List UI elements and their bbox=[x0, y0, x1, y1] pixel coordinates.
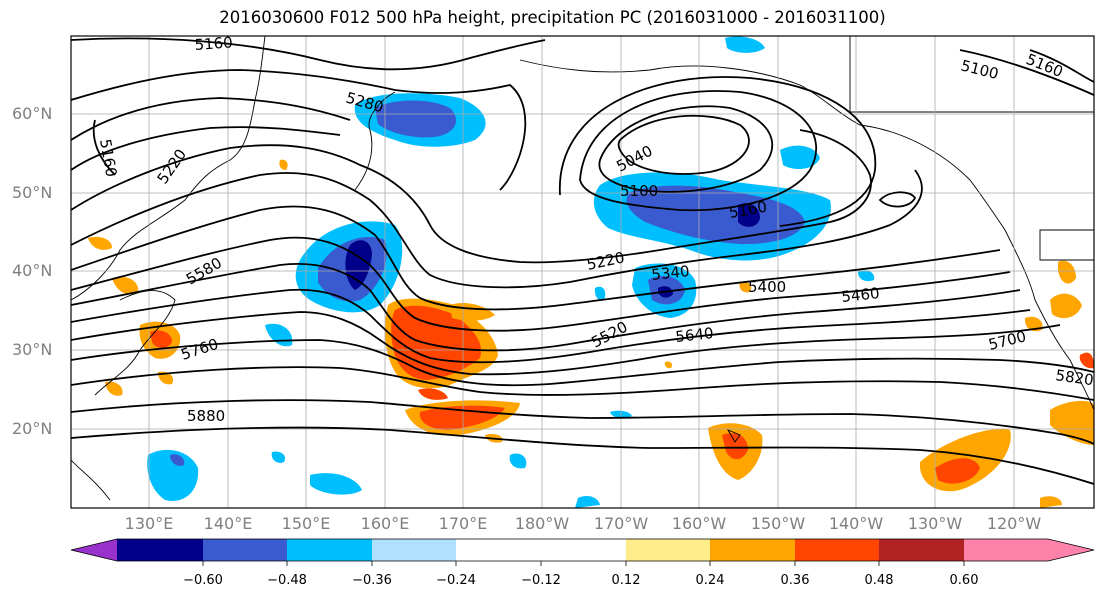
precip-pos-area bbox=[1079, 352, 1094, 369]
map-frame bbox=[70, 35, 1095, 509]
contour-label: 5100 bbox=[620, 182, 658, 200]
contour-label: 5340 bbox=[651, 262, 691, 284]
contour-label: 5220 bbox=[154, 146, 191, 188]
lat-label-20n: 20°N bbox=[12, 419, 53, 438]
lat-lon-grid bbox=[71, 36, 1094, 508]
lon-label-150w: 150°W bbox=[750, 514, 806, 533]
colorbar-segment bbox=[287, 539, 372, 561]
precip-pos-area bbox=[450, 303, 495, 321]
colorbar-segment bbox=[879, 539, 964, 561]
lon-label-160e: 160°E bbox=[360, 514, 410, 533]
coastlines bbox=[71, 36, 1094, 501]
precip-neg-area bbox=[170, 454, 185, 466]
lon-label-120w: 120°W bbox=[986, 514, 1042, 533]
colorbar-segment bbox=[372, 539, 456, 561]
precip-pos-area bbox=[105, 381, 123, 396]
precip-pos-area bbox=[279, 159, 288, 170]
lon-label-170e: 170°E bbox=[438, 514, 488, 533]
precip-neg-area bbox=[780, 145, 820, 170]
colorbar-tick-label: −0.12 bbox=[521, 573, 561, 588]
colorbar-segment bbox=[456, 539, 541, 561]
colorbar-tick-label: 0.24 bbox=[695, 573, 725, 588]
precip-pos-area bbox=[1050, 400, 1094, 445]
precip-neg-area bbox=[310, 473, 362, 495]
precip-pos-area bbox=[664, 361, 673, 369]
colorbar-tick-label: −0.24 bbox=[436, 573, 476, 588]
precip-pos-area bbox=[1050, 293, 1082, 319]
precip-pos-area bbox=[150, 330, 172, 348]
precip-neg-area bbox=[858, 270, 875, 282]
colorbar-segment bbox=[117, 539, 203, 561]
precip-neg-area bbox=[725, 36, 765, 53]
lat-label-50n: 50°N bbox=[12, 183, 53, 202]
colorbar-tick-label: 0.12 bbox=[611, 573, 641, 588]
height-contours bbox=[71, 37, 1094, 485]
contour-label: 5160 bbox=[96, 138, 120, 179]
colorbar-segment bbox=[710, 539, 795, 561]
precip-neg-area bbox=[375, 100, 457, 138]
colorbar-tick-label: −0.36 bbox=[352, 573, 392, 588]
colorbar-segment bbox=[541, 539, 626, 561]
precip-pos-area bbox=[112, 276, 139, 295]
precip-neg-area bbox=[271, 451, 286, 463]
precip-neg-area bbox=[147, 449, 199, 501]
lon-label-160w: 160°W bbox=[671, 514, 727, 533]
chart-title: 2016030600 F012 500 hPa height, precipit… bbox=[219, 8, 886, 27]
lon-label-140e: 140°E bbox=[203, 514, 253, 533]
contour-label: 5220 bbox=[585, 248, 626, 274]
contour-label: 5400 bbox=[748, 278, 786, 296]
colorbar-tick-label: 0.48 bbox=[864, 573, 894, 588]
precip-pos-area bbox=[1058, 260, 1076, 284]
lon-label-140w: 140°W bbox=[828, 514, 884, 533]
colorbar-tick-label: 0.60 bbox=[949, 573, 979, 588]
contour-label: 5460 bbox=[841, 284, 881, 306]
precip-neg-area bbox=[265, 323, 293, 347]
precip-neg-area bbox=[575, 496, 600, 508]
colorbar-tick-label: 0.36 bbox=[780, 573, 810, 588]
colorbar-outline bbox=[70, 538, 1095, 562]
colorbar-segment bbox=[626, 539, 710, 561]
lon-label-130w: 130°W bbox=[907, 514, 963, 533]
contour-label: 5760 bbox=[179, 335, 221, 364]
colorbar-segment bbox=[203, 539, 287, 561]
precip-pos-area bbox=[1040, 496, 1062, 508]
colorbar-extend-min bbox=[71, 539, 117, 561]
colorbar-segment bbox=[795, 539, 879, 561]
lon-label-170w: 170°W bbox=[593, 514, 649, 533]
contour-label: 5160 bbox=[194, 33, 233, 54]
precip-pos-area bbox=[739, 281, 752, 293]
precip-neg-area bbox=[509, 453, 527, 469]
contour-label-group: 5160 5160 5100 5160 5220 5280 5040 5100 … bbox=[96, 33, 1094, 425]
contour-label: 5880 bbox=[187, 407, 225, 425]
lon-label-150e: 150°E bbox=[281, 514, 331, 533]
precip-neg-area bbox=[738, 203, 760, 227]
precip-pos-area bbox=[418, 388, 448, 400]
lat-label-60n: 60°N bbox=[12, 104, 53, 123]
precip-pos-area bbox=[935, 458, 980, 484]
contour-label: 5820 bbox=[1054, 366, 1094, 389]
precip-pos-area bbox=[722, 433, 748, 460]
lat-label-30n: 30°N bbox=[12, 340, 53, 359]
precip-pos-area bbox=[88, 236, 112, 250]
colorbar-tick-label: −0.60 bbox=[183, 573, 223, 588]
colorbar bbox=[70, 538, 1095, 566]
colorbar-extend-max bbox=[964, 539, 1094, 561]
lat-label-40n: 40°N bbox=[12, 261, 53, 280]
contour-label: 5100 bbox=[959, 56, 1000, 83]
colorbar-tick-label: −0.48 bbox=[267, 573, 307, 588]
contour-label: 5640 bbox=[675, 324, 715, 346]
lon-label-180w: 180°W bbox=[514, 514, 570, 533]
precip-neg-area bbox=[594, 286, 606, 301]
lon-label-130e: 130°E bbox=[124, 514, 174, 533]
